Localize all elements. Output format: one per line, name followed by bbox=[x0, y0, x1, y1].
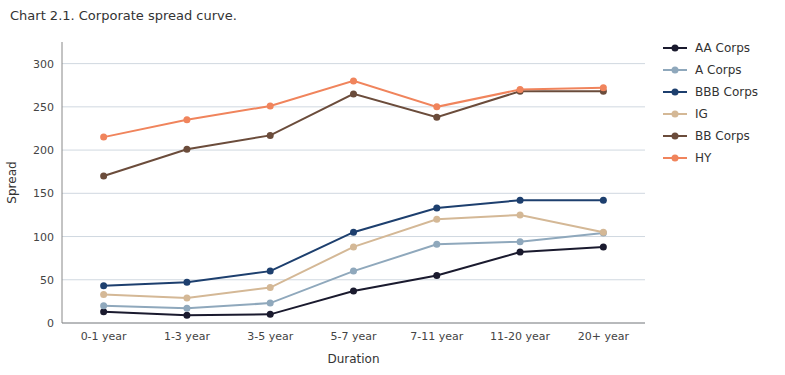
x-axis-line bbox=[62, 323, 645, 324]
series-line bbox=[104, 215, 604, 298]
series-marker bbox=[600, 243, 607, 250]
legend-label: IG bbox=[695, 107, 708, 121]
series-marker bbox=[433, 114, 440, 121]
y-axis-label: Spread bbox=[5, 161, 19, 203]
series-marker bbox=[100, 173, 107, 180]
series-marker bbox=[267, 102, 274, 109]
x-tick-label: 1-3 year bbox=[164, 330, 210, 343]
series-marker bbox=[267, 311, 274, 318]
series-marker bbox=[350, 77, 357, 84]
x-tick-label: 5-7 year bbox=[330, 330, 376, 343]
y-tick-label: 150 bbox=[33, 187, 54, 200]
series-marker bbox=[433, 205, 440, 212]
series-marker bbox=[517, 86, 524, 93]
y-tick-label: 50 bbox=[40, 274, 54, 287]
series-marker bbox=[183, 312, 190, 319]
grid-line bbox=[62, 150, 645, 151]
series-marker bbox=[433, 103, 440, 110]
series-marker bbox=[183, 116, 190, 123]
series-marker bbox=[350, 268, 357, 275]
y-tick-label: 100 bbox=[33, 231, 54, 244]
series-marker bbox=[600, 229, 607, 236]
series-marker bbox=[183, 305, 190, 312]
series-marker bbox=[267, 284, 274, 291]
grid-line bbox=[62, 106, 645, 107]
chart: Chart 2.1. Corporate spread curve. 0 50 100… bbox=[0, 0, 785, 375]
legend-marker bbox=[672, 89, 679, 96]
chart-container: Chart 2.1. Corporate spread curve. 0 50 100… bbox=[0, 0, 785, 375]
series-marker bbox=[350, 229, 357, 236]
series-line bbox=[104, 91, 604, 176]
series-marker bbox=[350, 243, 357, 250]
series-marker bbox=[433, 272, 440, 279]
x-tick-label: 7-11 year bbox=[410, 330, 463, 343]
series-marker bbox=[350, 90, 357, 97]
series-marker bbox=[517, 238, 524, 245]
series-line bbox=[104, 81, 604, 137]
legend-marker bbox=[672, 45, 679, 52]
x-tick-label: 0-1 year bbox=[81, 330, 127, 343]
series-marker bbox=[517, 249, 524, 256]
title: Chart 2.1. Corporate spread curve. bbox=[10, 8, 237, 23]
y-tick-label: 200 bbox=[33, 144, 54, 157]
series-marker bbox=[600, 84, 607, 91]
legend-marker bbox=[672, 111, 679, 118]
series-marker bbox=[600, 197, 607, 204]
legend-label: AA Corps bbox=[695, 41, 750, 55]
y-tick-label: 300 bbox=[33, 58, 54, 71]
series-marker bbox=[100, 291, 107, 298]
x-tick-label: 11-20 year bbox=[490, 330, 550, 343]
series-marker bbox=[100, 134, 107, 141]
plot-area bbox=[100, 77, 607, 318]
legend-label: BBB Corps bbox=[695, 85, 758, 99]
y-tick-label: 250 bbox=[33, 101, 54, 114]
legend-label: A Corps bbox=[695, 63, 742, 77]
x-tick-label: 3-5 year bbox=[247, 330, 293, 343]
x-axis-label: Duration bbox=[327, 352, 379, 366]
legend: AA Corps A Corps BBB Corps IG BB Corps HY bbox=[663, 41, 758, 165]
series-marker bbox=[267, 300, 274, 307]
series-marker bbox=[267, 132, 274, 139]
legend-marker bbox=[672, 155, 679, 162]
grid-line bbox=[62, 279, 645, 280]
x-tick-label: 20+ year bbox=[578, 330, 630, 343]
series-marker bbox=[183, 294, 190, 301]
series-marker bbox=[433, 241, 440, 248]
legend-marker bbox=[672, 67, 679, 74]
series-marker bbox=[100, 282, 107, 289]
grid-line bbox=[62, 323, 645, 324]
series-marker bbox=[517, 211, 524, 218]
grid-line bbox=[62, 63, 645, 64]
series-marker bbox=[183, 146, 190, 153]
series-marker bbox=[433, 216, 440, 223]
series-line bbox=[104, 247, 604, 315]
series-marker bbox=[350, 288, 357, 295]
series-marker bbox=[183, 279, 190, 286]
grid-line bbox=[62, 193, 645, 194]
legend-label: HY bbox=[695, 151, 712, 165]
series-marker bbox=[517, 197, 524, 204]
legend-label: BB Corps bbox=[695, 129, 750, 143]
legend-marker bbox=[672, 133, 679, 140]
series-marker bbox=[267, 268, 274, 275]
series-marker bbox=[600, 230, 607, 237]
series-line bbox=[104, 200, 604, 286]
series-marker bbox=[100, 302, 107, 309]
y-axis-line bbox=[62, 42, 63, 323]
y-tick-label: 0 bbox=[47, 317, 54, 330]
series-marker bbox=[100, 308, 107, 315]
